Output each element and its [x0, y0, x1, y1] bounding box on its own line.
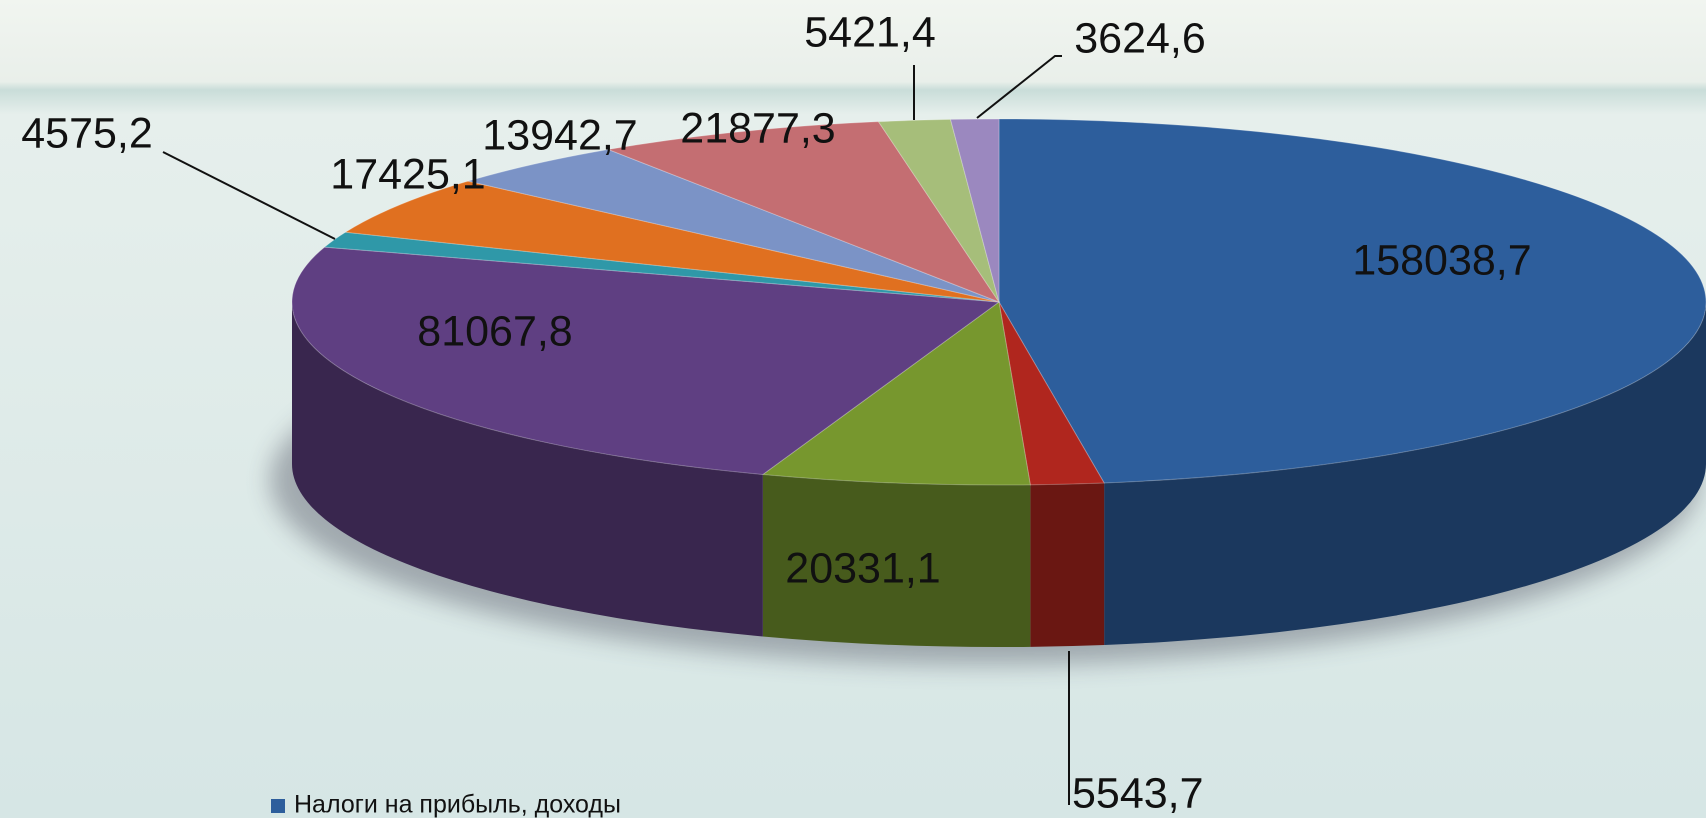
value-label: 20331,1	[785, 544, 940, 592]
slice	[466, 148, 1000, 303]
value-label: 13942,7	[482, 111, 637, 159]
slice	[606, 121, 1001, 304]
pie	[291, 118, 1706, 647]
slice-side	[292, 302, 763, 637]
value-label: 81067,8	[417, 307, 572, 355]
slice-side	[1104, 302, 1706, 645]
value-label: 3624,6	[1074, 14, 1206, 62]
slice	[343, 180, 1000, 303]
slice-side	[762, 474, 1031, 647]
legend-label: Налоги на прибыль, доходы	[294, 791, 621, 818]
slice	[877, 118, 1000, 303]
slice	[998, 118, 1706, 484]
value-label: 21877,3	[680, 104, 835, 152]
slice	[761, 301, 1031, 486]
slice	[998, 301, 1106, 486]
leader-line	[162, 151, 336, 240]
labels: 158038,7 5543,7 20331,1 81067,8 4575,2 17425,…	[21, 8, 1531, 818]
legend-swatch	[271, 799, 285, 813]
value-label: 17425,1	[330, 150, 485, 198]
slice-side	[1030, 482, 1105, 647]
value-label: 5421,4	[804, 8, 936, 56]
leader-line	[976, 55, 1062, 119]
value-label: 4575,2	[21, 109, 153, 157]
slice	[949, 118, 1000, 303]
slice	[291, 246, 1001, 476]
value-label: 5543,7	[1072, 769, 1204, 817]
value-label: 158038,7	[1352, 236, 1531, 284]
